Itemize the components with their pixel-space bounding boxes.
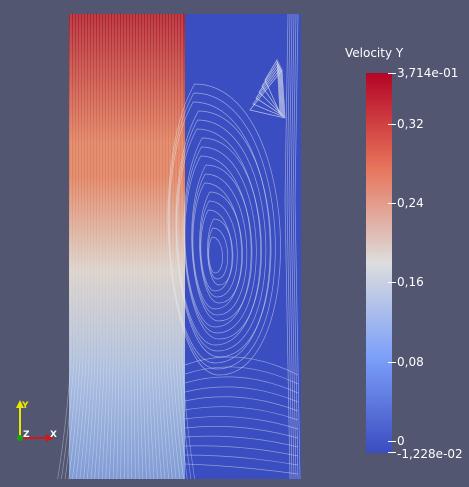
legend-tick bbox=[388, 124, 396, 125]
legend-min-label: -1,228e-02 bbox=[397, 447, 463, 461]
y-axis-arrow bbox=[16, 400, 24, 408]
legend-tick bbox=[388, 282, 396, 283]
legend-tick-label: 0,32 bbox=[397, 117, 424, 131]
z-axis-label: Z bbox=[23, 430, 30, 440]
x-axis-label: X bbox=[50, 430, 57, 440]
legend-tick-label: 0,16 bbox=[397, 275, 424, 289]
x-axis-arrow bbox=[46, 434, 54, 442]
legend-max-tick bbox=[388, 73, 396, 74]
orientation-axes bbox=[16, 400, 54, 442]
left-flow-region bbox=[69, 14, 185, 479]
legend-tick-label: 0,24 bbox=[397, 196, 424, 210]
legend-tick-label: 0 bbox=[397, 434, 405, 448]
legend-tick-label: 0,08 bbox=[397, 355, 424, 369]
right-flow-region bbox=[185, 14, 301, 479]
legend-tick bbox=[388, 203, 396, 204]
streamlines bbox=[57, 13, 301, 480]
color-legend-bar[interactable] bbox=[366, 73, 392, 453]
y-axis-label: Y bbox=[22, 401, 29, 411]
legend-max-label: 3,714e-01 bbox=[397, 66, 459, 80]
legend-title: Velocity Y bbox=[345, 46, 404, 60]
legend-tick bbox=[388, 362, 396, 363]
legend-tick bbox=[388, 441, 396, 442]
legend-min-tick bbox=[388, 452, 396, 453]
z-axis-dot bbox=[17, 435, 23, 441]
